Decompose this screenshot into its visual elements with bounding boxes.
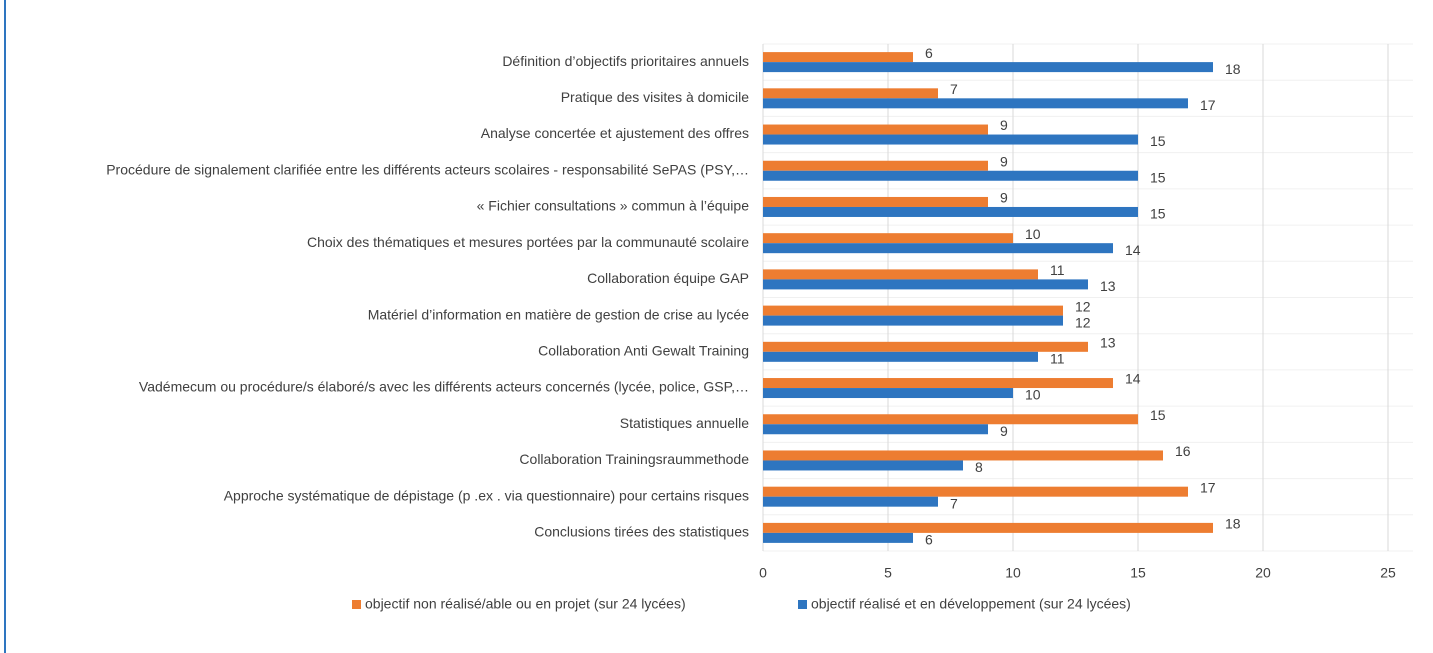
legend-label: objectif réalisé et en développement (su… bbox=[811, 596, 1131, 612]
value-label: 9 bbox=[1000, 190, 1008, 206]
bar bbox=[763, 522, 1213, 533]
x-tick-label: 5 bbox=[884, 565, 892, 581]
y-tick-label: Définition d’objectifs prioritaires annu… bbox=[502, 53, 749, 69]
value-label: 13 bbox=[1100, 335, 1116, 351]
bar bbox=[763, 351, 1038, 362]
bar bbox=[763, 305, 1063, 316]
value-label: 7 bbox=[950, 495, 958, 511]
x-tick-label: 20 bbox=[1255, 565, 1271, 581]
value-label: 12 bbox=[1075, 298, 1091, 314]
y-tick-label: Approche systématique de dépistage (p .e… bbox=[224, 487, 749, 503]
y-tick-label: Analyse concertée et ajustement des offr… bbox=[481, 125, 749, 141]
bar bbox=[763, 532, 913, 543]
y-tick-label: Matériel d’information en matière de ges… bbox=[368, 306, 750, 322]
y-tick-label: Procédure de signalement clarifiée entre… bbox=[106, 161, 749, 177]
bar bbox=[763, 62, 1213, 73]
legend-label: objectif non réalisé/able ou en projet (… bbox=[365, 596, 686, 612]
y-tick-label: Collaboration Trainingsraummethode bbox=[519, 451, 749, 467]
value-label: 15 bbox=[1150, 407, 1166, 423]
legend-swatch bbox=[352, 600, 361, 609]
value-label: 8 bbox=[975, 459, 983, 475]
legend-swatch bbox=[798, 600, 807, 609]
bar bbox=[763, 170, 1138, 181]
bar bbox=[763, 196, 988, 207]
bar bbox=[763, 206, 1138, 217]
bar bbox=[763, 98, 1188, 109]
value-label: 9 bbox=[1000, 423, 1008, 439]
value-label: 11 bbox=[1050, 262, 1065, 278]
bar bbox=[763, 414, 1138, 425]
x-tick-label: 25 bbox=[1380, 565, 1396, 581]
x-tick-label: 0 bbox=[759, 565, 767, 581]
y-tick-label: Choix des thématiques et mesures portées… bbox=[307, 234, 749, 250]
value-label: 16 bbox=[1175, 443, 1191, 459]
value-label: 10 bbox=[1025, 387, 1041, 403]
bar bbox=[763, 450, 1163, 461]
value-label: 7 bbox=[950, 81, 958, 97]
bar bbox=[763, 124, 988, 135]
value-label: 18 bbox=[1225, 516, 1241, 532]
bar bbox=[763, 496, 938, 507]
value-label: 15 bbox=[1150, 133, 1166, 149]
value-label: 15 bbox=[1150, 169, 1166, 185]
y-tick-label: Pratique des visites à domicile bbox=[561, 89, 750, 105]
bar bbox=[763, 52, 913, 63]
bar bbox=[763, 233, 1013, 244]
bar bbox=[763, 160, 988, 171]
y-tick-label: Conclusions tirées des statistiques bbox=[534, 524, 749, 540]
value-label: 13 bbox=[1100, 278, 1116, 294]
value-label: 6 bbox=[925, 45, 933, 61]
bar bbox=[763, 269, 1038, 280]
value-label: 10 bbox=[1025, 226, 1041, 242]
value-label: 17 bbox=[1200, 97, 1216, 113]
y-tick-label: Statistiques annuelle bbox=[620, 415, 749, 431]
bar bbox=[763, 315, 1063, 326]
value-label: 14 bbox=[1125, 242, 1141, 258]
bar bbox=[763, 424, 988, 435]
y-tick-label: Collaboration équipe GAP bbox=[587, 270, 749, 286]
value-label: 14 bbox=[1125, 371, 1141, 387]
value-label: 17 bbox=[1200, 479, 1216, 495]
value-label: 12 bbox=[1075, 314, 1091, 330]
value-label: 6 bbox=[925, 532, 933, 548]
value-label: 9 bbox=[1000, 117, 1008, 133]
bar bbox=[763, 388, 1013, 399]
x-tick-label: 10 bbox=[1005, 565, 1021, 581]
y-tick-label: Collaboration Anti Gewalt Training bbox=[538, 343, 749, 359]
y-tick-label: Vadémecum ou procédure/s élaboré/s avec … bbox=[139, 379, 749, 395]
bar bbox=[763, 279, 1088, 290]
bar bbox=[763, 460, 963, 471]
bar bbox=[763, 486, 1188, 497]
value-label: 18 bbox=[1225, 61, 1241, 77]
bar bbox=[763, 341, 1088, 352]
value-label: 9 bbox=[1000, 153, 1008, 169]
y-tick-label: « Fichier consultations » commun à l’équ… bbox=[477, 198, 750, 214]
x-tick-label: 15 bbox=[1130, 565, 1146, 581]
bar bbox=[763, 88, 938, 99]
value-label: 11 bbox=[1050, 351, 1065, 367]
value-label: 15 bbox=[1150, 206, 1166, 222]
bar bbox=[763, 378, 1113, 389]
bar bbox=[763, 134, 1138, 145]
bar bbox=[763, 243, 1113, 254]
